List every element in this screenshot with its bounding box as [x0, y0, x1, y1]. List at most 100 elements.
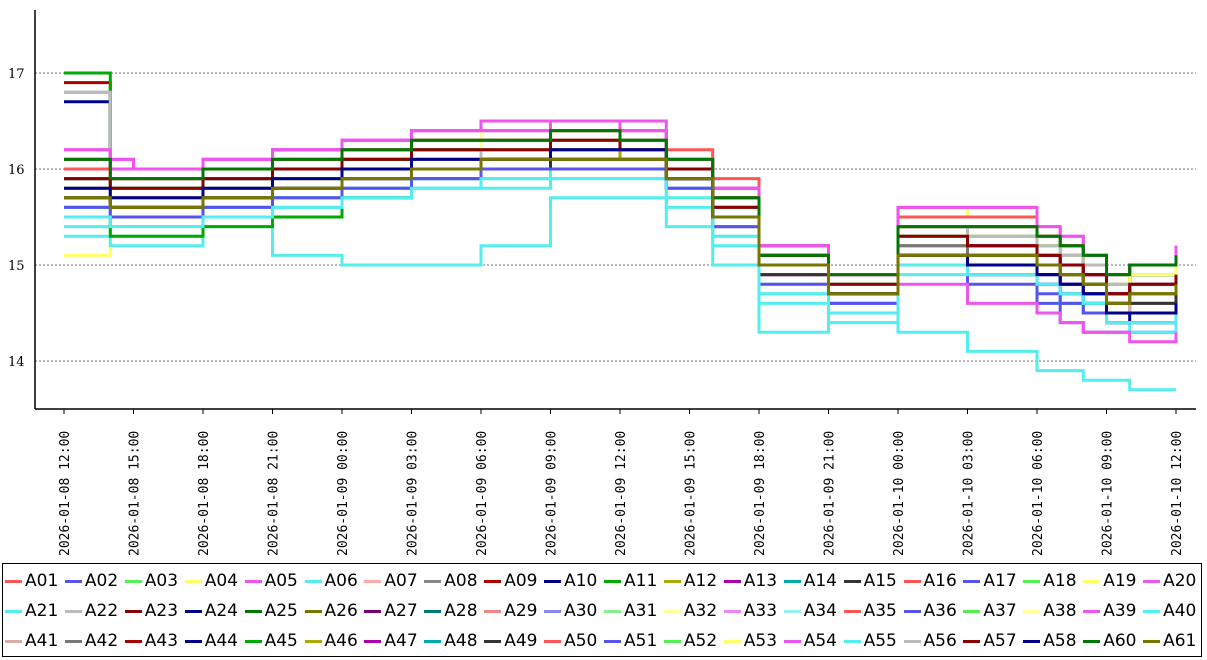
- legend-label: A33: [743, 601, 778, 621]
- legend-swatch: [544, 639, 562, 643]
- legend-swatch: [1023, 579, 1041, 583]
- series-line-a26: [64, 157, 1178, 305]
- legend-label: A04: [204, 571, 238, 591]
- legend-label: A12: [683, 571, 718, 591]
- legend-swatch: [364, 639, 382, 643]
- legend-swatch: [663, 639, 681, 643]
- legend-item: A05: [244, 566, 298, 596]
- x-tick-label: 2026-01-10 03:00: [962, 431, 977, 556]
- legend-swatch: [783, 579, 801, 583]
- series-line-a12: [64, 157, 1178, 305]
- legend-swatch: [783, 639, 801, 643]
- x-tick-label: 2026-01-10 12:00: [1170, 431, 1185, 556]
- legend-item: A28: [424, 596, 478, 626]
- legend-item: A07: [364, 566, 418, 596]
- x-tick-labels: 2026-01-08 12:00 2026-01-08 15:00 2026-01-…: [58, 409, 1185, 556]
- x-tick-label: 2026-01-08 12:00: [58, 431, 73, 556]
- series-line-a34: [64, 167, 1176, 315]
- series-line-a31: [64, 148, 1176, 296]
- legend-label: A15: [863, 571, 897, 591]
- legend-label: A17: [983, 571, 1017, 591]
- legend-item: A06: [304, 566, 358, 596]
- x-tick-label: 2026-01-09 06:00: [475, 431, 490, 556]
- legend-item: A56: [903, 626, 957, 656]
- legend-swatch: [424, 609, 442, 613]
- legend-label: A47: [384, 631, 418, 651]
- legend-item: A44: [184, 626, 238, 656]
- legend-label: A24: [204, 601, 238, 621]
- legend-item: A01: [5, 566, 58, 596]
- legend-label: A18: [1043, 571, 1077, 591]
- legend-label: A51: [624, 631, 658, 651]
- legend-item: A52: [663, 626, 718, 656]
- legend-label: A60: [1103, 631, 1137, 651]
- legend-item: A22: [64, 596, 119, 626]
- legend-swatch: [544, 609, 562, 613]
- legend-item: A61: [1143, 626, 1196, 656]
- legend-item: A26: [304, 596, 358, 626]
- y-tick-label: 16: [8, 163, 25, 178]
- x-tick-label: 2026-01-10 00:00: [892, 431, 907, 556]
- legend-item: A16: [903, 566, 957, 596]
- legend-label: A20: [1163, 571, 1197, 591]
- legend-swatch: [604, 579, 621, 583]
- legend-swatch: [5, 609, 22, 613]
- legend-label: A39: [1103, 601, 1137, 621]
- legend-swatch: [244, 609, 262, 613]
- legend-swatch: [184, 609, 202, 613]
- legend-label: A13: [743, 571, 778, 591]
- legend-label: A56: [923, 631, 957, 651]
- x-tick-label: 2026-01-09 12:00: [614, 431, 629, 556]
- legend-swatch: [64, 609, 82, 613]
- legend-item: A04: [184, 566, 238, 596]
- legend-swatch: [604, 609, 621, 613]
- legend-label: A52: [683, 631, 718, 651]
- legend-label: A31: [624, 601, 658, 621]
- legend-label: A05: [264, 571, 298, 591]
- series-line-a61: [64, 157, 1178, 305]
- legend-label: A30: [564, 601, 598, 621]
- legend-swatch: [484, 609, 502, 613]
- legend-swatch: [1143, 639, 1161, 643]
- legend-item: A45: [244, 626, 298, 656]
- legend-label: A26: [324, 601, 358, 621]
- legend-swatch: [1143, 609, 1161, 613]
- legend-item: A09: [484, 566, 537, 596]
- legend-swatch: [663, 609, 681, 613]
- legend-item: A18: [1023, 566, 1077, 596]
- legend-label: A58: [1043, 631, 1077, 651]
- legend-item: A46: [304, 626, 358, 656]
- legend-label: A22: [84, 601, 119, 621]
- legend-label: A48: [444, 631, 478, 651]
- legend-label: A44: [204, 631, 238, 651]
- legend-label: A03: [144, 571, 179, 591]
- x-tick-label: 2026-01-09 18:00: [753, 431, 768, 556]
- x-tick-label: 2026-01-09 09:00: [545, 431, 560, 556]
- legend-label: A29: [504, 601, 538, 621]
- legend-label: A57: [983, 631, 1017, 651]
- legend-label: A55: [863, 631, 897, 651]
- legend-swatch: [1083, 609, 1101, 613]
- legend-swatch: [184, 639, 202, 643]
- legend-label: A43: [144, 631, 179, 651]
- legend-item: A15: [843, 566, 897, 596]
- legend-swatch: [64, 639, 82, 643]
- legend-item: A27: [364, 596, 418, 626]
- legend-label: A06: [324, 571, 358, 591]
- legend-swatch: [5, 639, 22, 643]
- series-line-a07: [64, 167, 1176, 315]
- line-chart: 14 15 16 17 2026-01-08 12:00 2026-01-08 15:0…: [8, 10, 1196, 556]
- legend-item: A24: [184, 596, 238, 626]
- x-tick-label: 2026-01-09 15:00: [684, 431, 699, 556]
- legend-swatch: [124, 609, 142, 613]
- legend-label: A02: [84, 571, 119, 591]
- series-line-a49: [64, 157, 1178, 305]
- legend-label: A27: [384, 601, 418, 621]
- legend-label: A32: [683, 601, 718, 621]
- x-tick-label: 2026-01-08 21:00: [267, 431, 282, 556]
- legend-label: A07: [384, 571, 418, 591]
- legend-item: A19: [1083, 566, 1136, 596]
- series-line-a18: [64, 138, 1178, 286]
- series-lines: [64, 71, 1178, 392]
- legend-item: A39: [1083, 596, 1136, 626]
